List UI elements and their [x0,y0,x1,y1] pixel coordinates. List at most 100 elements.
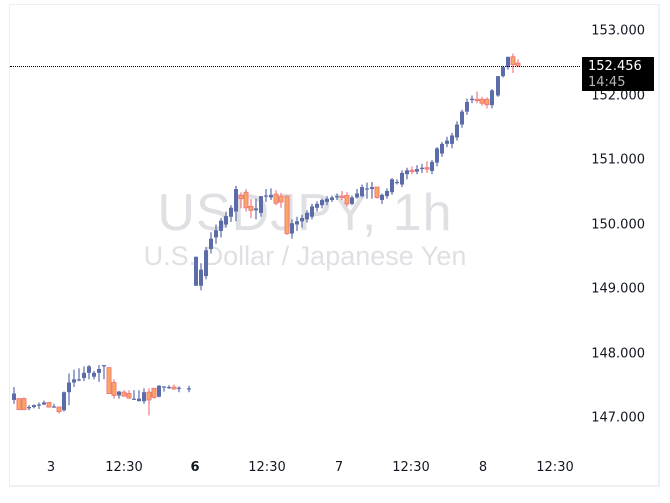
candle-down [121,390,127,397]
chart-plot-area[interactable]: USDJPY, 1h U.S. Dollar / Japanese Yen [10,5,580,450]
price-axis-label: 147.000 [591,410,645,426]
candle-up [335,193,339,200]
candle-up [415,165,419,175]
candle-up [300,214,304,228]
current-price-line [10,66,580,67]
candle-up [310,203,314,220]
candle-down [409,166,415,175]
candle-up [315,201,319,212]
current-price-tag: 152.456 14:45 [582,57,654,91]
candle-up [305,210,309,223]
candle-up [264,189,268,202]
time-axis-label: 3 [46,460,56,475]
candle-up [117,390,121,399]
candle-down [106,367,112,394]
candle-up [162,386,166,392]
candle-down [16,398,22,411]
candle-up [460,109,464,128]
candle-up [214,224,218,244]
candle-up [157,385,161,398]
candle-up [52,403,56,408]
price-axis[interactable]: 153.000 152.000 151.000 150.000 149.000 148.0… [580,5,660,450]
candle-up [97,365,101,382]
candle-up [430,160,434,175]
candle-down [56,406,62,414]
time-axis[interactable]: 3 12:30 6 12:30 7 12:30 8 12:30 [10,450,580,486]
candle-down [248,198,254,219]
candle-down [484,97,490,109]
candle-up [204,247,208,280]
candle-down [344,192,350,207]
candle-up [290,219,294,239]
candle-down [479,96,485,106]
candle-up [32,404,36,409]
candle-up [370,181,374,199]
candle-down [238,192,244,209]
candle-up [470,95,474,104]
candle-up [320,198,324,209]
candle-down [126,390,132,399]
price-axis-label: 153.000 [591,23,645,39]
candle-up [12,387,16,404]
candle-up [501,65,505,78]
candle-up [37,402,41,409]
candle-up [445,136,449,148]
time-axis-label: 6 [190,460,200,475]
candle-up [395,179,399,185]
candle-up [360,184,364,198]
candle-up [209,232,213,254]
candle-up [400,170,404,188]
candle-down [111,379,117,399]
time-axis-label: 12:30 [248,460,286,475]
candle-up [295,216,299,231]
candle-up [435,147,439,167]
candle-down [284,195,290,235]
candle-up [355,189,359,199]
candle-down [515,59,521,68]
candle-down [424,161,430,173]
price-axis-label: 150.000 [591,217,645,232]
candle-up [72,369,76,388]
candle-up [455,121,459,141]
candle-up [254,198,258,220]
candle-down [151,387,157,399]
candle-up [440,141,444,157]
candle-down [278,192,284,208]
candle-down [171,384,177,390]
candle-up [420,163,424,173]
candle-up [229,205,233,222]
candle-up [194,256,198,286]
candle-up [77,368,81,382]
candle-up [496,76,500,97]
candle-up [259,196,263,217]
candle-up [405,167,409,180]
time-axis-label: 7 [334,460,344,475]
candle-up [234,185,238,222]
candle-up [199,263,203,291]
candle-up [380,193,384,204]
time-axis-label: 12:30 [392,460,430,475]
candle-up [350,195,354,206]
candle-up [67,373,71,406]
candle-up [92,370,96,380]
time-axis-label: 12:30 [536,460,574,475]
candle-down [510,53,516,73]
candle-down [273,190,279,206]
candle-up [137,390,141,402]
candle-up [132,390,136,400]
candle-up [365,182,369,199]
candle-up [390,178,394,195]
candle-up [330,195,334,202]
candle-down [21,397,27,411]
candle-up [325,196,329,206]
candle-down [243,189,249,212]
candle-up [27,405,31,411]
price-axis-label: 151.000 [591,152,645,168]
candle-up [142,388,146,404]
chart-frame [9,4,660,487]
candle-up [269,188,273,200]
candle-up [167,385,171,389]
current-price-value: 152.456 [588,59,642,74]
candle-up [102,365,106,380]
bar-countdown: 14:45 [588,75,626,90]
